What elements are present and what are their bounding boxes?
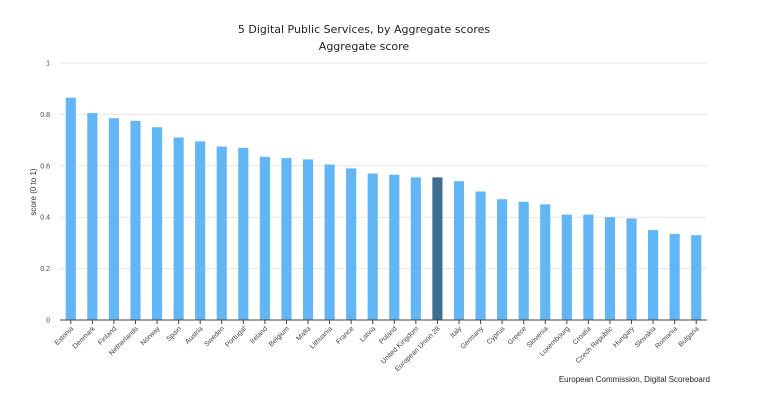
bar-luxembourg[interactable] <box>561 214 572 320</box>
chart-title: 5 Digital Public Services, by Aggregate … <box>238 23 490 36</box>
y-tick-label: 0.4 <box>40 215 50 222</box>
bar-romania[interactable] <box>669 233 680 320</box>
bar-france[interactable] <box>346 168 357 320</box>
bar-sweden[interactable] <box>216 146 227 320</box>
bar-latvia[interactable] <box>367 173 378 320</box>
bar-slovakia[interactable] <box>648 230 659 320</box>
bar-czech-republic[interactable] <box>604 217 616 320</box>
x-tick-label: Austria <box>184 325 204 345</box>
chart-subtitle: Aggregate score <box>319 40 410 53</box>
bar-cyprus[interactable] <box>497 199 508 320</box>
y-tick-label: 0.8 <box>40 112 50 119</box>
bar-norway[interactable] <box>151 127 163 320</box>
bar-netherlands[interactable] <box>130 120 141 320</box>
x-tick-label: Sweden <box>203 325 226 348</box>
bar-hungary[interactable] <box>626 218 637 320</box>
x-tick-label: Greece <box>507 325 528 346</box>
bar-italy[interactable] <box>453 181 465 320</box>
bar-denmark[interactable] <box>87 113 98 321</box>
x-tick-label: Lithuania <box>309 325 334 350</box>
x-tick-label: Malta <box>295 325 312 342</box>
x-tick-label: Poland <box>378 325 398 345</box>
x-tick-label: Estonia <box>54 325 76 347</box>
bar-united-kingdom[interactable] <box>410 177 421 320</box>
x-tick-label: Czech Republic <box>575 325 615 365</box>
bar-portugal[interactable] <box>238 147 249 320</box>
bars <box>65 97 702 321</box>
x-tick-label: Italy <box>449 325 463 339</box>
bar-finland[interactable] <box>108 118 119 320</box>
x-tick-label: United Kingdom <box>380 325 420 365</box>
x-tick-label: Norway <box>140 325 162 347</box>
y-tick-label: 0 <box>46 318 50 325</box>
x-tick-label: Denmark <box>72 325 97 350</box>
bar-croatia[interactable] <box>583 214 594 320</box>
x-tick-label: Ireland <box>249 325 269 345</box>
x-tick-label: Germany <box>460 325 486 351</box>
y-axis-label: score (0 to 1) <box>29 168 38 215</box>
bar-austria[interactable] <box>195 141 206 320</box>
bar-bulgaria[interactable] <box>691 235 702 320</box>
x-tick-label: Belgium <box>268 325 291 348</box>
x-tick-label: Latvia <box>359 325 377 343</box>
y-tick-label: 1 <box>46 61 50 68</box>
x-tick-label: Romania <box>654 325 679 350</box>
x-tick-label: Croatia <box>572 325 593 346</box>
bar-ireland[interactable] <box>259 156 270 320</box>
bar-slovenia[interactable] <box>540 204 551 320</box>
bar-greece[interactable] <box>518 201 529 320</box>
x-tick-label: Finland <box>97 325 118 346</box>
bar-poland[interactable] <box>389 174 400 320</box>
x-tick-label: Portugal <box>224 325 248 349</box>
bar-malta[interactable] <box>302 159 314 320</box>
gridlines <box>60 62 707 270</box>
y-tick-label: 0.6 <box>40 163 50 170</box>
x-tick-label: Bulgaria <box>678 325 701 348</box>
y-axis-ticks: 0 0.2 0.4 0.6 0.8 1 <box>40 61 50 325</box>
bar-lithuania[interactable] <box>324 164 335 320</box>
bar-germany[interactable] <box>475 191 486 321</box>
bar-spain[interactable] <box>173 137 184 320</box>
x-tick-label: Cyprus <box>486 325 507 346</box>
bar-belgium[interactable] <box>281 158 292 320</box>
source-credit: European Commission, Digital Scoreboard <box>559 375 710 384</box>
x-tick-label: France <box>335 325 355 345</box>
bar-estonia[interactable] <box>65 97 76 320</box>
x-tick-label: Spain <box>165 325 183 343</box>
bar-european-union-28[interactable] <box>432 177 443 320</box>
y-tick-label: 0.2 <box>40 266 50 273</box>
x-tick-label: Hungary <box>612 325 636 349</box>
